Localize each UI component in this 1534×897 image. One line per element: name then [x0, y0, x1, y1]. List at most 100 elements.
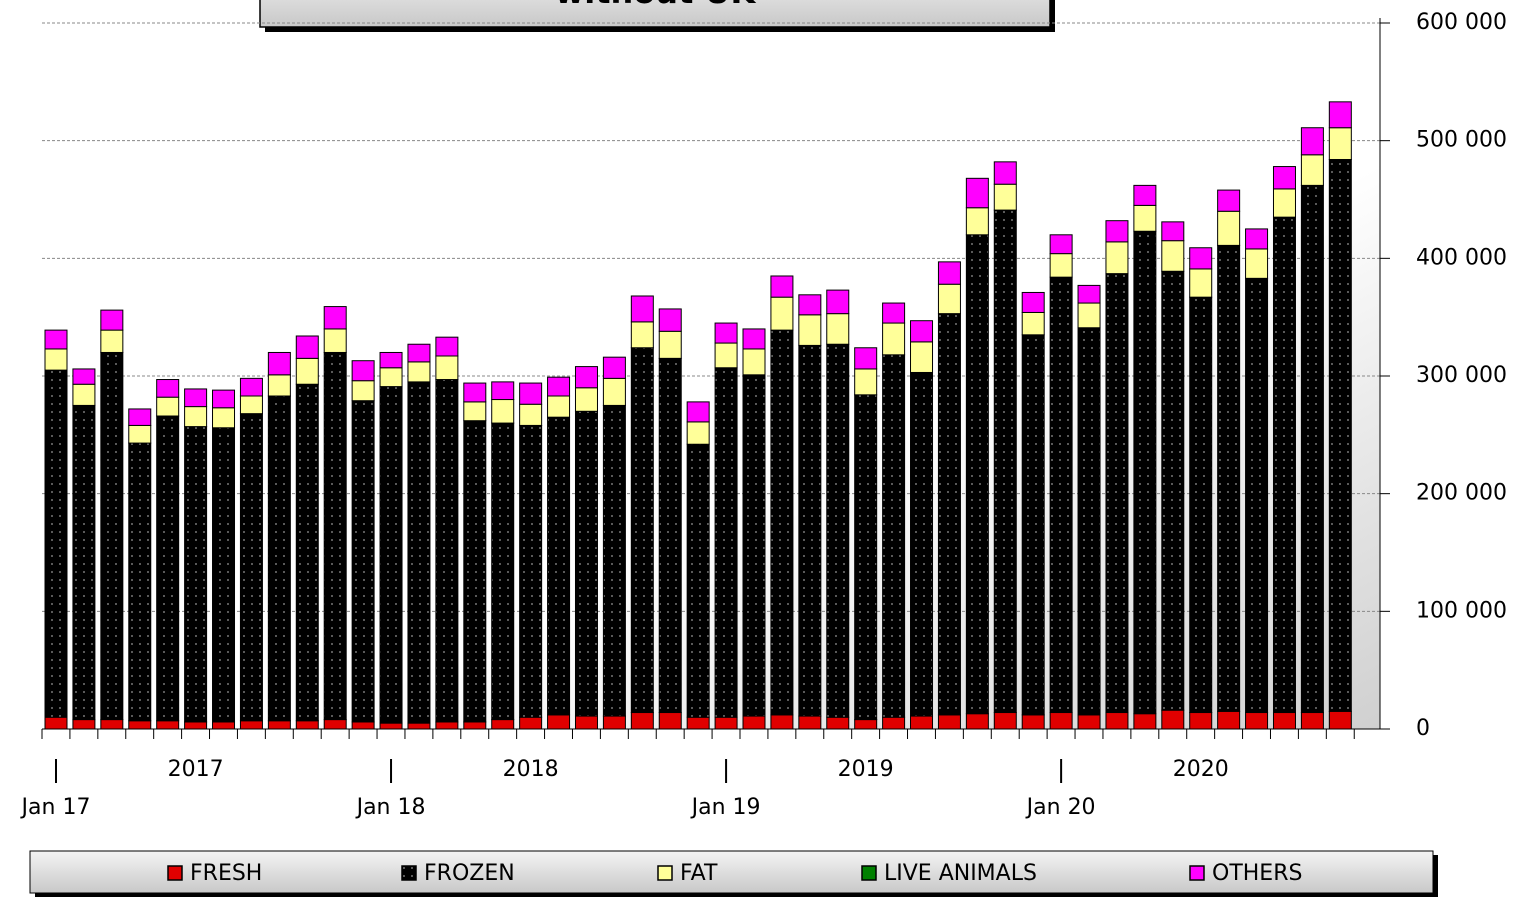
bar-segment [993, 209, 1017, 714]
bar-segment [519, 716, 543, 730]
bar-segment [72, 383, 96, 406]
legend-swatch [657, 865, 673, 881]
bar-segment [239, 377, 263, 397]
bar-segment [742, 348, 766, 376]
x-tick-label: Jan 18 [355, 795, 426, 820]
legend-swatch [167, 865, 183, 881]
bar-segment [1189, 247, 1213, 270]
bar-segment [184, 406, 208, 428]
bar-segment [1189, 268, 1213, 298]
bar-segment [1077, 302, 1101, 329]
bar-segment [351, 360, 375, 382]
legend-label: FAT [680, 861, 718, 886]
bar-segment [798, 294, 822, 316]
bar-segment [156, 720, 180, 730]
bar-segment [239, 413, 263, 722]
bar-segment [491, 422, 515, 721]
bar-segment [826, 289, 850, 315]
bar-segment [295, 335, 319, 359]
bar-segment [910, 341, 934, 373]
bar-segment [1272, 712, 1296, 730]
bar-segment [1245, 277, 1269, 714]
bar-segment [184, 721, 208, 730]
bar-segment [574, 387, 598, 412]
bar-segment [351, 721, 375, 730]
bar-segment [882, 716, 906, 730]
bar-segment [435, 336, 459, 357]
bar-segment [742, 715, 766, 730]
x-tick-label: Jan 20 [1025, 795, 1096, 820]
bar-segment [658, 308, 682, 332]
bar-segment [1245, 248, 1269, 279]
bar-segment [1105, 241, 1129, 275]
legend-label: OTHERS [1212, 861, 1302, 886]
y-tick-label: 200 000 [1416, 481, 1507, 506]
bar-segment [407, 381, 431, 724]
bar-segment [714, 322, 738, 344]
bar-segment [1217, 189, 1241, 212]
bar-segment [1300, 712, 1324, 730]
bar-segment [742, 374, 766, 717]
x-tick-label: Jan 19 [690, 795, 761, 820]
bar-segment [1161, 240, 1185, 272]
y-tick-label: 400 000 [1416, 245, 1507, 270]
bar-segment [1300, 184, 1324, 714]
bar-segment [519, 424, 543, 718]
bar-segment [574, 366, 598, 389]
bar-segment [212, 407, 236, 429]
bar-segment [44, 329, 68, 350]
bar-segment [882, 302, 906, 324]
bar-segment [602, 715, 626, 730]
bar-segment [547, 714, 571, 730]
bar-segment [351, 380, 375, 402]
y-tick-label: 300 000 [1416, 363, 1507, 388]
bar-segment [714, 342, 738, 369]
bar-segment [1021, 714, 1045, 730]
bar-segment [323, 306, 347, 330]
bar-segment [1189, 296, 1213, 714]
bar-segment [1021, 334, 1045, 716]
bar-segment [882, 354, 906, 718]
bar-segment [100, 309, 124, 331]
bar-segment [1105, 712, 1129, 730]
bar-segment [128, 442, 152, 722]
bar-segment [770, 296, 794, 331]
bar-segment [798, 715, 822, 730]
bar-segment [1049, 712, 1073, 730]
bar-segment [1161, 709, 1185, 730]
bar-segment [965, 234, 989, 715]
bar-segment [156, 379, 180, 398]
y-tick-label: 0 [1416, 716, 1430, 741]
bar-segment [295, 357, 319, 385]
chart-title: without UK [555, 0, 757, 11]
bar-segment [937, 261, 961, 285]
bar-segment [212, 427, 236, 723]
bar-segment [1189, 712, 1213, 730]
bar-segment [742, 328, 766, 350]
bar-segment [323, 351, 347, 721]
bar-segment [1133, 230, 1157, 715]
bar-segment [44, 369, 68, 718]
bar-segment [602, 356, 626, 379]
bar-segment [1300, 154, 1324, 186]
bar-segment [1245, 228, 1269, 250]
bar-segment [910, 715, 934, 730]
bar-segment [547, 376, 571, 397]
bar-segment [714, 716, 738, 730]
bar-segment [128, 408, 152, 426]
bar-segment [435, 379, 459, 723]
bar-segment [714, 367, 738, 718]
bar-segment [1049, 276, 1073, 714]
bar-segment [993, 712, 1017, 730]
bar-segment [965, 207, 989, 236]
bar-segment [854, 719, 878, 730]
bar-segment [826, 313, 850, 345]
bar-segment [1272, 166, 1296, 190]
bar-segment [100, 351, 124, 721]
bar-segment [184, 388, 208, 408]
bar-segment [1077, 284, 1101, 304]
bar-segment [937, 714, 961, 730]
y-tick-label: 100 000 [1416, 598, 1507, 623]
bar-segment [630, 321, 654, 349]
bar-segment [267, 720, 291, 730]
